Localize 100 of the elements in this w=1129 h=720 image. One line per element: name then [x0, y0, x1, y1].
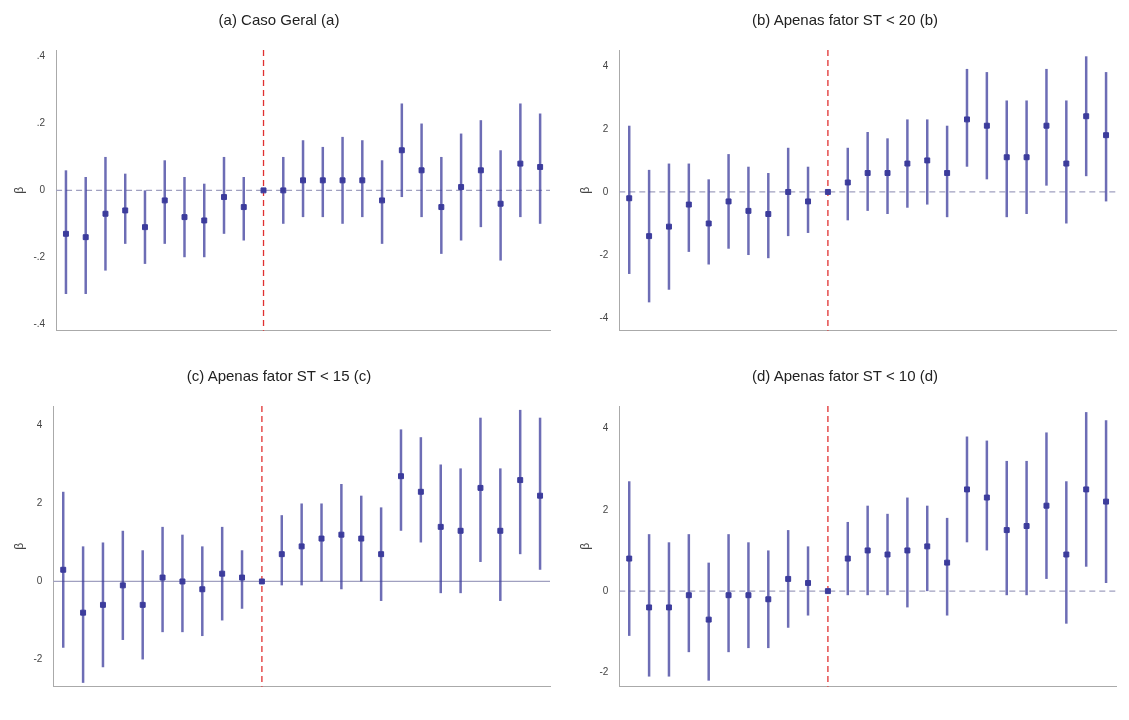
point — [537, 164, 544, 170]
point — [964, 116, 970, 123]
point — [359, 177, 366, 184]
y-tick-label: 0 — [39, 184, 46, 196]
point — [300, 177, 307, 184]
y-tick-label: -.2 — [33, 250, 46, 262]
point — [745, 592, 752, 599]
point — [626, 195, 633, 202]
point — [685, 592, 692, 599]
point — [626, 555, 633, 562]
point — [418, 167, 425, 174]
point — [378, 551, 385, 558]
y-tick-label: 0 — [36, 575, 43, 587]
point — [159, 574, 166, 581]
point — [82, 234, 89, 241]
point — [278, 551, 285, 558]
point — [99, 601, 106, 608]
point — [884, 551, 891, 558]
point — [497, 200, 504, 207]
point — [258, 578, 265, 585]
point — [765, 211, 772, 218]
point — [924, 157, 931, 164]
point — [1103, 132, 1110, 139]
point — [705, 616, 712, 623]
point — [221, 194, 227, 201]
y-tick-label: 0 — [602, 185, 609, 197]
point — [122, 207, 129, 214]
point — [319, 177, 326, 184]
y-axis-title: β — [577, 186, 592, 194]
point — [537, 492, 544, 499]
y-axis-title: β — [577, 542, 592, 550]
point — [964, 486, 970, 493]
point — [685, 201, 692, 208]
point — [725, 592, 732, 599]
chart-title: (c) Apenas fator ST < 15 (c) — [186, 367, 372, 385]
y-tick-label: -2 — [33, 653, 43, 665]
y-axis-title: β — [11, 542, 26, 550]
point — [844, 179, 851, 186]
point — [665, 604, 672, 611]
y-tick-label: 0 — [602, 584, 609, 596]
point — [1083, 486, 1090, 493]
point — [517, 477, 524, 484]
point — [339, 177, 346, 184]
point — [417, 488, 424, 495]
point — [181, 214, 188, 221]
point — [705, 220, 712, 227]
point — [1043, 502, 1050, 509]
point — [62, 230, 69, 237]
point — [298, 543, 305, 550]
y-tick-label: 4 — [602, 422, 609, 434]
point — [725, 198, 732, 205]
point — [805, 198, 812, 205]
point — [201, 217, 208, 224]
point — [280, 187, 287, 194]
point — [983, 494, 990, 501]
point — [824, 588, 831, 595]
y-tick-label: 4 — [602, 59, 609, 71]
y-tick-label: -2 — [599, 248, 609, 260]
point — [646, 604, 653, 611]
point — [338, 531, 345, 538]
point — [239, 574, 246, 581]
point — [119, 582, 126, 589]
point — [139, 601, 146, 608]
point — [824, 188, 831, 195]
point — [864, 547, 871, 554]
point — [102, 210, 109, 217]
point — [142, 224, 148, 231]
y-tick-label: 2 — [602, 503, 609, 515]
y-tick-label: -.4 — [33, 317, 46, 329]
point — [1003, 527, 1010, 534]
point — [179, 578, 186, 585]
point — [517, 160, 524, 167]
point — [219, 570, 226, 577]
point — [1063, 551, 1070, 558]
point — [904, 160, 911, 167]
point — [785, 575, 792, 582]
point — [944, 559, 951, 566]
point — [318, 535, 325, 542]
point — [844, 555, 851, 562]
point — [477, 167, 484, 174]
y-tick-label: -2 — [599, 666, 609, 678]
point — [745, 207, 752, 214]
point — [199, 586, 206, 593]
point — [1103, 498, 1110, 505]
point — [904, 547, 911, 554]
point — [358, 535, 365, 542]
point — [805, 580, 812, 586]
point — [1043, 122, 1050, 129]
y-axis-title: β — [11, 186, 26, 194]
point — [458, 184, 465, 191]
point — [437, 523, 444, 530]
point — [398, 473, 404, 480]
y-tick-label: 2 — [36, 497, 43, 509]
point — [161, 197, 168, 204]
point — [884, 170, 891, 176]
chart-title: (d) Apenas fator ST < 10 (d) — [751, 367, 939, 385]
point — [646, 233, 653, 240]
point — [983, 122, 990, 129]
point — [260, 187, 267, 194]
point — [1003, 154, 1010, 161]
